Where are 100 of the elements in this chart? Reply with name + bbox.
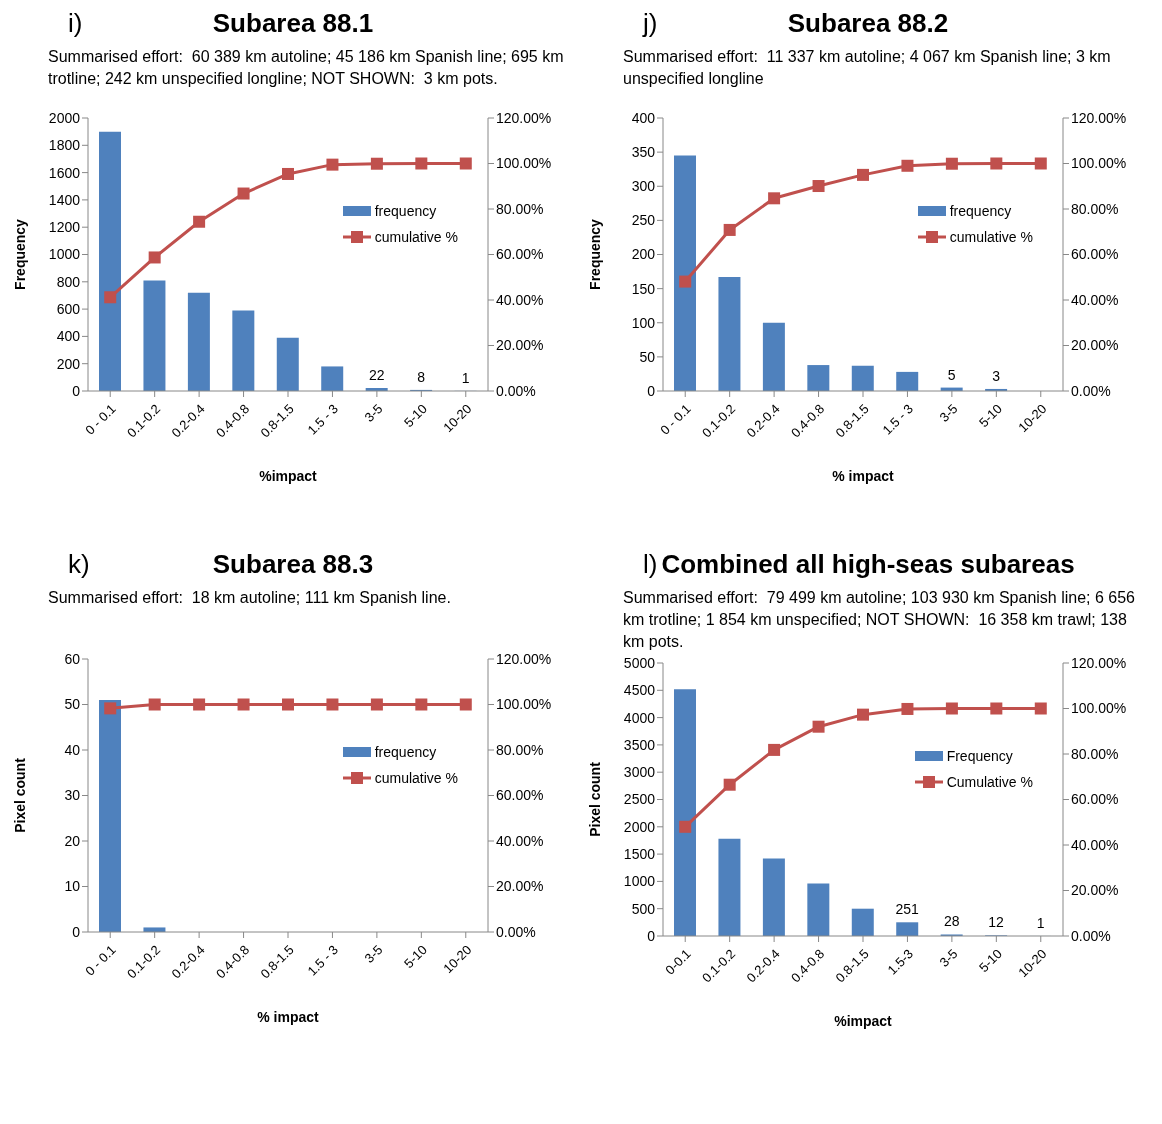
y2-tick-label: 120.00%	[1071, 654, 1127, 671]
x-tick-label: 3-5	[361, 942, 386, 966]
data-label: 1	[461, 369, 470, 386]
y-tick-label: 350	[631, 144, 656, 161]
text: j)	[643, 8, 658, 39]
legend-label: frequency	[374, 203, 437, 219]
y2-tick-label: 40.00%	[1071, 836, 1119, 853]
legend-label: cumulative %	[374, 229, 458, 245]
chart-subtitle: Summarised effort: 18 km autoline; 111 km Spanish line.	[47, 588, 452, 608]
data-label: 8	[417, 368, 426, 385]
y-tick-label: 500	[631, 900, 656, 917]
y2-tick-label: 100.00%	[496, 696, 552, 713]
y-tick-label: 600	[56, 301, 81, 318]
x-tick-label: 5-10	[975, 401, 1005, 431]
y2-tick-label: 120.00%	[496, 109, 552, 126]
y2-tick-label: 60.00%	[1071, 246, 1119, 263]
y2-tick-label: 100.00%	[1071, 155, 1127, 172]
text: l)	[643, 549, 658, 580]
x-tick-label: 0 - 0.1	[82, 401, 119, 438]
data-label: 28	[943, 913, 960, 930]
y-tick-label: 4000	[623, 709, 656, 726]
y-tick-label: 300	[631, 178, 656, 195]
y2-tick-label: 120.00%	[496, 650, 552, 667]
y-tick-label: 800	[56, 273, 81, 290]
chart-title: Subarea 88.1	[212, 8, 374, 38]
y2-tick-label: 120.00%	[1071, 109, 1127, 126]
x-tick-label: 1.5 - 3	[304, 942, 342, 979]
chart-subtitle: Summarised effort: 60 389 km autoline; 45 186 km Spanish line; 695 km trotline; 242 km unspecified longline; NOT SHOWN: 3 km pots.	[47, 47, 565, 89]
y-axis-title: Frequency	[11, 218, 28, 290]
y2-tick-label: 100.00%	[496, 155, 552, 172]
x-axis-title: %impact	[834, 1013, 893, 1029]
y2-tick-label: 80.00%	[1071, 200, 1119, 217]
y-tick-label: 1500	[623, 846, 656, 863]
x-axis-title: % impact	[832, 468, 895, 484]
y2-tick-label: 20.00%	[496, 337, 544, 354]
chart-title: Subarea 88.2	[787, 8, 949, 38]
text: i)	[68, 8, 83, 39]
y-tick-label: 1800	[48, 137, 81, 154]
y2-tick-label: 20.00%	[1071, 337, 1119, 354]
y-tick-label: 100	[631, 314, 656, 331]
data-label: 3	[992, 367, 1001, 384]
x-tick-label: 3-5	[936, 401, 961, 425]
x-tick-label: 1.5 - 3	[879, 401, 917, 438]
y-tick-label: 0	[647, 382, 656, 399]
legend-label: Frequency	[946, 748, 1013, 764]
y-tick-label: 0	[72, 923, 81, 940]
data-label: 12	[988, 914, 1005, 931]
y-tick-label: 1000	[623, 873, 656, 890]
y-axis-title: Pixel count	[586, 761, 603, 837]
data-label: 5	[947, 366, 956, 383]
chart-title: Combined all high-seas subareas	[661, 549, 1075, 579]
y-tick-label: 250	[631, 212, 656, 229]
y-tick-label: 150	[631, 280, 656, 297]
y-tick-label: 1200	[48, 219, 81, 236]
x-tick-label: 5-10	[975, 946, 1005, 976]
y-tick-label: 1000	[48, 246, 81, 263]
y-tick-label: 0	[72, 382, 81, 399]
chart-title: Subarea 88.3	[212, 549, 374, 579]
y2-tick-label: 60.00%	[496, 787, 544, 804]
y-tick-label: 400	[631, 109, 656, 126]
y-tick-label: 50	[639, 348, 656, 365]
y2-tick-label: 0.00%	[496, 382, 536, 399]
y-tick-label: 60	[64, 650, 81, 667]
chart-subtitle: Summarised effort: 11 337 km autoline; 4 067 km Spanish line; 3 km unspecified longline	[622, 47, 1112, 89]
y-tick-label: 50	[64, 696, 81, 713]
y-tick-label: 30	[64, 787, 81, 804]
y2-tick-label: 60.00%	[496, 246, 544, 263]
y2-tick-label: 40.00%	[496, 291, 544, 308]
y2-tick-label: 80.00%	[496, 200, 544, 217]
y-tick-label: 2000	[623, 818, 656, 835]
y2-tick-label: 20.00%	[1071, 882, 1119, 899]
y-tick-label: 0	[647, 927, 656, 944]
y-tick-label: 200	[631, 246, 656, 263]
y-tick-label: 20	[64, 832, 81, 849]
chart-subtitle: Summarised effort: 79 499 km autoline; 103 930 km Spanish line; 6 656 km trotline; 1 854 km unspecified; NOT SHOWN: 16 358 km trawl; 138 km pots.	[622, 588, 1136, 652]
x-tick-label: 3-5	[361, 401, 386, 425]
y2-tick-label: 80.00%	[496, 741, 544, 758]
x-tick-label: 3-5	[936, 946, 961, 970]
y2-tick-label: 40.00%	[1071, 291, 1119, 308]
legend-label: Cumulative %	[946, 774, 1033, 790]
y-tick-label: 400	[56, 328, 81, 345]
x-tick-label: 0 - 0.1	[82, 942, 119, 979]
y-tick-label: 3500	[623, 736, 656, 753]
x-axis-title: %impact	[259, 468, 318, 484]
y-tick-label: 5000	[623, 654, 656, 671]
legend-label: frequency	[949, 203, 1012, 219]
y2-tick-label: 0.00%	[1071, 927, 1111, 944]
data-label: 22	[368, 367, 385, 383]
y-tick-label: 4500	[623, 682, 656, 699]
x-tick-label: 0 - 0.1	[657, 401, 694, 438]
y-tick-label: 3000	[623, 764, 656, 781]
y2-tick-label: 100.00%	[1071, 700, 1127, 717]
data-label: 251	[895, 901, 920, 918]
y2-tick-label: 60.00%	[1071, 791, 1119, 808]
y-axis-title: Pixel count	[11, 757, 28, 833]
text: k)	[68, 549, 90, 580]
y2-tick-label: 0.00%	[1071, 382, 1111, 399]
y-tick-label: 10	[64, 878, 81, 895]
y-tick-label: 200	[56, 355, 81, 372]
y-tick-label: 1400	[48, 191, 81, 208]
